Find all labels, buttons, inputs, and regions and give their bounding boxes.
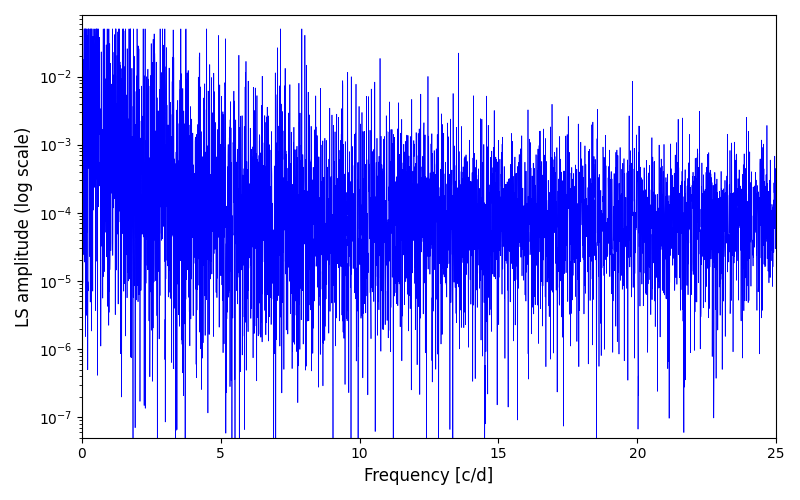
Y-axis label: LS amplitude (log scale): LS amplitude (log scale) <box>15 126 33 326</box>
X-axis label: Frequency [c/d]: Frequency [c/d] <box>364 467 494 485</box>
